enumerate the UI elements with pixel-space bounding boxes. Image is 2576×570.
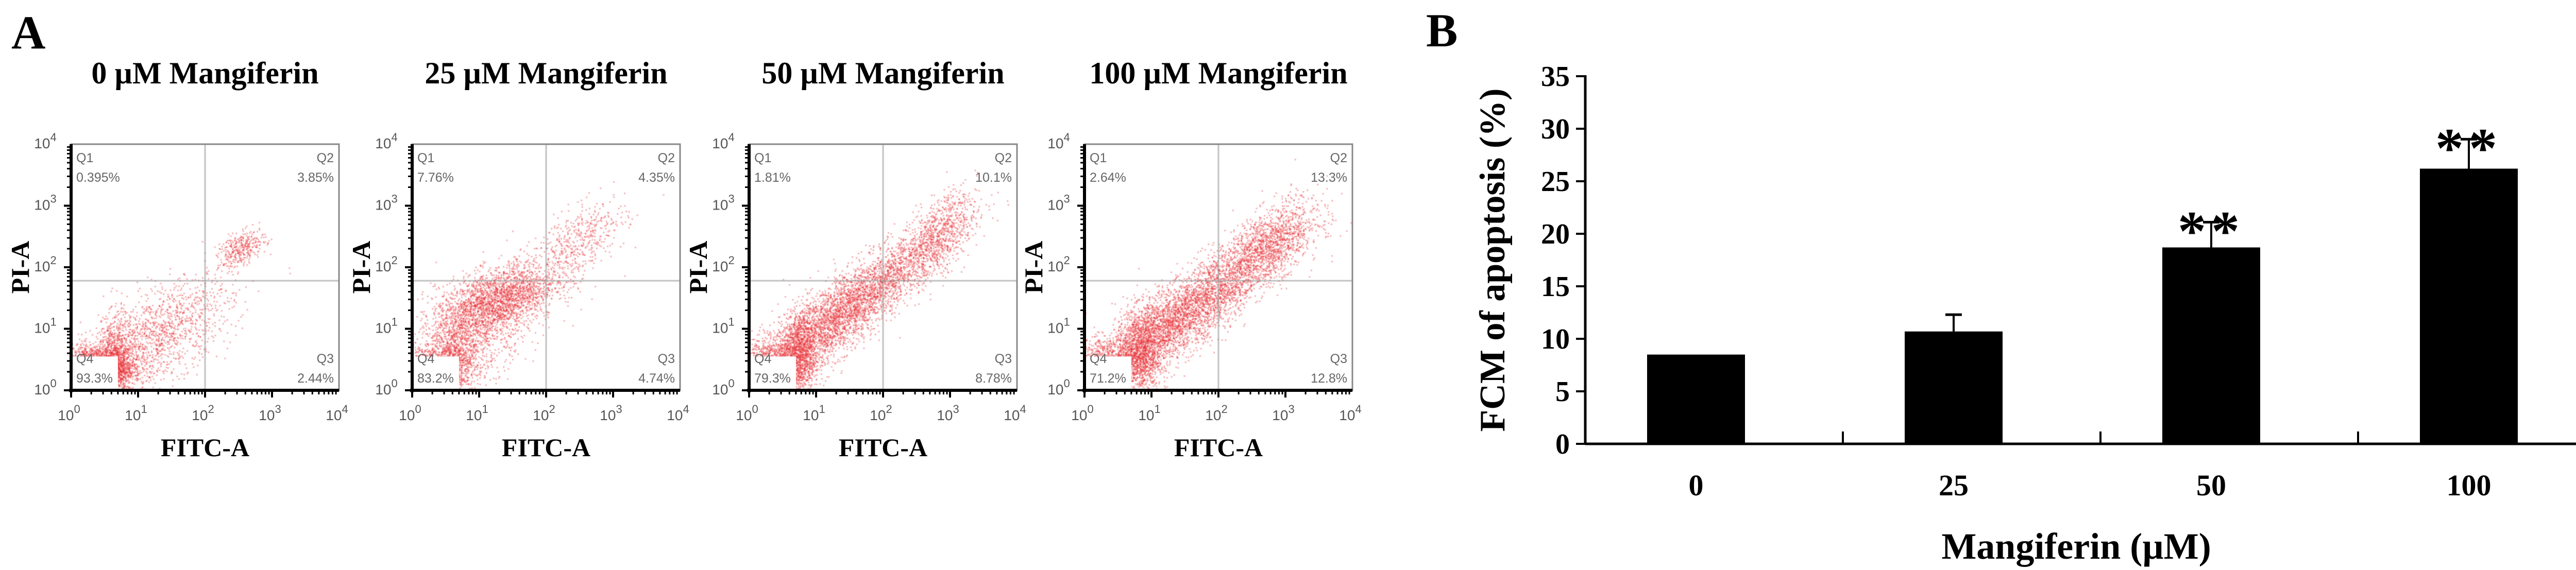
- quadrant-name: Q3: [994, 352, 1012, 366]
- x-tick-label: 25: [1939, 469, 1969, 502]
- quadrant-percentage: 71.2%: [1090, 371, 1126, 386]
- y-axis-label: PI-A: [6, 241, 35, 294]
- quadrant-name: Q3: [657, 352, 675, 366]
- flow-scatter-plot: 100 100 101 101 102 102 103 103 104 104 FITC-A PI-A…: [684, 131, 1026, 462]
- quadrant-name: Q1: [1090, 151, 1107, 165]
- quadrant-q2-label: Q2 4.35%: [638, 148, 675, 187]
- quadrant-name: Q4: [417, 352, 435, 366]
- quadrant-percentage: 0.395%: [76, 170, 120, 185]
- quadrant-percentage: 93.3%: [76, 371, 113, 386]
- y-tick-label: 30: [1541, 113, 1570, 145]
- y-tick-label: 10: [1541, 323, 1570, 355]
- quadrant-q1-label: Q1 2.64%: [1090, 148, 1126, 187]
- quadrant-name: Q4: [754, 352, 772, 366]
- flow-panel-title: 50 µM Mangiferin: [761, 56, 1005, 90]
- quadrant-name: Q1: [417, 151, 435, 165]
- quadrant-name: Q4: [1090, 352, 1107, 366]
- significance-marker: **: [2178, 200, 2245, 263]
- bar-25: [1905, 331, 2003, 444]
- quadrant-percentage: 10.1%: [975, 170, 1012, 185]
- x-axis-label: FITC-A: [161, 433, 249, 462]
- quadrant-percentage: 8.78%: [975, 371, 1012, 386]
- quadrant-percentage: 2.64%: [1090, 170, 1126, 185]
- quadrant-name: Q2: [994, 151, 1012, 165]
- flow-panel-title: 25 µM Mangiferin: [425, 56, 668, 90]
- y-tick-label: 20: [1541, 218, 1570, 250]
- flow-scatter-plot: 100 100 101 101 102 102 103 103 104 104 FITC-A PI-A…: [1019, 131, 1362, 462]
- x-tick-label: 0: [1689, 469, 1704, 502]
- bar-50: [2162, 247, 2260, 444]
- flow-panel-title: 0 µM Mangiferin: [91, 56, 319, 90]
- quadrant-name: Q4: [76, 352, 94, 366]
- quadrant-q3-label: Q3 2.44%: [297, 349, 334, 388]
- x-axis-label: FITC-A: [502, 433, 590, 462]
- quadrant-percentage: 13.3%: [1311, 170, 1347, 185]
- x-tick-label: 100: [2447, 469, 2492, 502]
- quadrant-q4-label: Q4 93.3%: [76, 349, 113, 388]
- flow-panel-title: 100 µM Mangiferin: [1089, 56, 1348, 90]
- quadrant-percentage: 7.76%: [417, 170, 454, 185]
- y-tick-label: 5: [1555, 376, 1570, 408]
- y-axis-label: PI-A: [347, 241, 376, 294]
- flow-scatter-plot: 100 100 101 101 102 102 103 103 104 104 FITC-A PI-A…: [6, 131, 348, 462]
- panel-a-letter: A: [11, 6, 46, 59]
- y-tick-label: 0: [1555, 428, 1570, 460]
- quadrant-percentage: 83.2%: [417, 371, 454, 386]
- scatter-points: [749, 144, 1017, 390]
- quadrant-percentage: 1.81%: [754, 170, 791, 185]
- quadrant-q2-label: Q2 10.1%: [975, 148, 1012, 187]
- x-axis-title: Mangiferin (µM): [1941, 526, 2211, 567]
- quadrant-q4-label: Q4 83.2%: [417, 349, 454, 388]
- scatter-points: [1084, 144, 1352, 390]
- quadrant-name: Q2: [657, 151, 675, 165]
- quadrant-q3-label: Q3 8.78%: [975, 349, 1012, 388]
- quadrant-name: Q2: [316, 151, 334, 165]
- quadrant-name: Q3: [1330, 352, 1347, 366]
- y-axis-label: PI-A: [1019, 241, 1048, 294]
- quadrant-q1-label: Q1 1.81%: [754, 148, 791, 187]
- quadrant-name: Q1: [754, 151, 772, 165]
- quadrant-q3-label: Q3 4.74%: [638, 349, 675, 388]
- quadrant-percentage: 4.74%: [638, 371, 675, 386]
- x-axis-label: FITC-A: [839, 433, 927, 462]
- significance-marker: **: [2435, 116, 2502, 179]
- quadrant-name: Q3: [316, 352, 334, 366]
- quadrant-q3-label: Q3 12.8%: [1311, 349, 1347, 388]
- quadrant-name: Q1: [76, 151, 94, 165]
- x-tick-label: 50: [2196, 469, 2226, 502]
- quadrant-q2-label: Q2 13.3%: [1311, 148, 1347, 187]
- quadrant-percentage: 79.3%: [754, 371, 791, 386]
- panel-b-letter: B: [1426, 4, 1458, 57]
- quadrant-percentage: 4.35%: [638, 170, 675, 185]
- y-tick-label: 15: [1541, 271, 1570, 303]
- x-axis-label: FITC-A: [1174, 433, 1263, 462]
- quadrant-percentage: 3.85%: [297, 170, 334, 185]
- quadrant-name: Q2: [1330, 151, 1347, 165]
- bar-100: [2420, 168, 2518, 444]
- quadrant-q2-label: Q2 3.85%: [297, 148, 334, 187]
- bar-0: [1647, 354, 1745, 444]
- quadrant-percentage: 12.8%: [1311, 371, 1347, 386]
- y-axis-label: PI-A: [684, 241, 713, 294]
- quadrant-q4-label: Q4 71.2%: [1090, 349, 1126, 388]
- scatter-points: [412, 144, 680, 390]
- quadrant-q1-label: Q1 0.395%: [76, 148, 120, 187]
- y-tick-label: 25: [1541, 166, 1570, 198]
- y-tick-label: 35: [1541, 61, 1570, 93]
- y-axis-title: FCM of apoptosis (%): [1473, 89, 1513, 432]
- flow-scatter-plot: 100 100 101 101 102 102 103 103 104 104 FITC-A PI-A…: [347, 131, 689, 462]
- quadrant-q1-label: Q1 7.76%: [417, 148, 454, 187]
- scatter-points: [71, 144, 339, 390]
- quadrant-q4-label: Q4 79.3%: [754, 349, 791, 388]
- quadrant-percentage: 2.44%: [297, 371, 334, 386]
